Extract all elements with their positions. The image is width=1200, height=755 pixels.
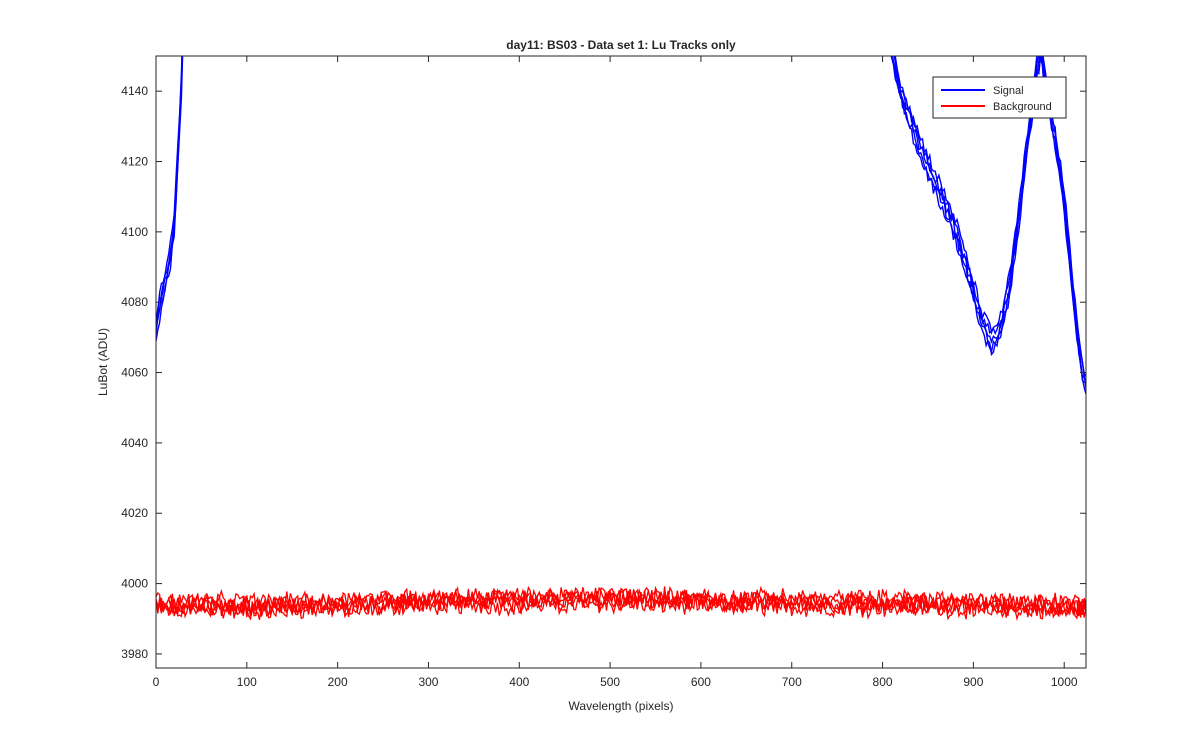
x-tick-label: 300 [418, 675, 438, 689]
legend-label-background: Background [993, 101, 1052, 113]
x-tick-label: 600 [691, 675, 711, 689]
legend-box [932, 76, 1067, 119]
x-tick-label: 1000 [1051, 675, 1078, 689]
y-tick-label: 4080 [121, 295, 148, 309]
signal-line [156, 56, 183, 319]
x-tick-label: 0 [153, 675, 160, 689]
y-tick-label: 3980 [121, 647, 148, 661]
axes [155, 55, 1087, 669]
y-tick-label: 4100 [121, 225, 148, 239]
y-tick-label: 4120 [121, 155, 148, 169]
y-axis-ticks: 3980 4000 4020 4040 4060 4080 4100 4120 4140 [121, 84, 1086, 661]
x-tick-label: 800 [873, 675, 893, 689]
plot-box [155, 55, 1087, 669]
x-tick-label: 100 [237, 675, 257, 689]
legend: Signal Background [932, 76, 1067, 119]
x-tick-label: 500 [600, 675, 620, 689]
chart-title: day11: BS03 - Data set 1: Lu Tracks only [506, 38, 736, 52]
y-axis-label: LuBot (ADU) [96, 328, 110, 396]
x-tick-label: 200 [328, 675, 348, 689]
legend-label-signal: Signal [993, 85, 1024, 97]
y-tick-label: 4020 [121, 506, 148, 520]
x-tick-label: 400 [509, 675, 529, 689]
background-line [156, 585, 1086, 613]
signal-line [891, 56, 1086, 389]
x-tick-label: 900 [963, 675, 983, 689]
y-tick-label: 4140 [121, 84, 148, 98]
series-layer [156, 56, 1086, 622]
x-axis-label: Wavelength (pixels) [569, 699, 674, 713]
x-tick-label: 700 [782, 675, 802, 689]
y-tick-label: 4000 [121, 577, 148, 591]
y-tick-label: 4040 [121, 436, 148, 450]
x-axis-ticks: 0 100 200 300 400 500 600 700 800 900 1000 [153, 56, 1078, 689]
y-tick-label: 4060 [121, 366, 148, 380]
